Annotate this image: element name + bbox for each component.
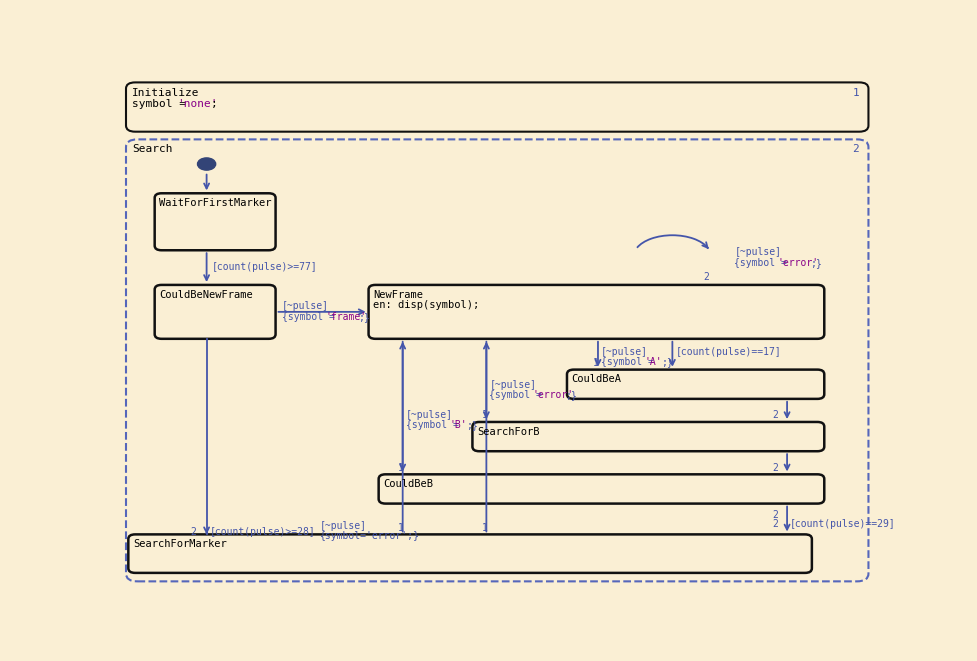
Circle shape xyxy=(197,158,216,170)
Text: WaitForFirstMarker: WaitForFirstMarker xyxy=(159,198,272,208)
Text: CouldBeNewFrame: CouldBeNewFrame xyxy=(159,290,253,299)
FancyBboxPatch shape xyxy=(154,193,276,251)
Text: [~pulse]: [~pulse] xyxy=(319,520,366,531)
Text: ;}: ;} xyxy=(566,389,577,400)
Text: {symbol =: {symbol = xyxy=(601,358,659,368)
Text: 1: 1 xyxy=(482,410,488,420)
Text: Initialize: Initialize xyxy=(132,88,199,98)
Text: ;}: ;} xyxy=(661,358,673,368)
Text: [~pulse]: [~pulse] xyxy=(735,247,782,257)
Text: 1: 1 xyxy=(482,523,488,533)
Text: 1: 1 xyxy=(852,88,859,98)
Text: 'A': 'A' xyxy=(645,358,662,368)
FancyBboxPatch shape xyxy=(379,475,825,504)
Text: [count(pulse)>=28]: [count(pulse)>=28] xyxy=(210,527,316,537)
Text: 2: 2 xyxy=(772,463,778,473)
Text: 2: 2 xyxy=(852,144,859,154)
Text: NewFrame: NewFrame xyxy=(373,290,423,299)
Text: CouldBeA: CouldBeA xyxy=(572,374,621,384)
Text: {symbol =: {symbol = xyxy=(405,420,464,430)
FancyBboxPatch shape xyxy=(473,422,825,451)
Text: [~pulse]: [~pulse] xyxy=(281,301,329,311)
Text: [count(pulse)==17]: [count(pulse)==17] xyxy=(675,347,782,358)
Text: [count(pulse)>=77]: [count(pulse)>=77] xyxy=(211,262,317,272)
Text: Search: Search xyxy=(132,144,173,154)
Text: {symbol =: {symbol = xyxy=(281,312,341,322)
FancyBboxPatch shape xyxy=(128,534,812,573)
Text: 1: 1 xyxy=(398,523,404,533)
Text: ;}: ;} xyxy=(466,420,478,430)
Text: 'frame': 'frame' xyxy=(325,312,366,322)
Text: 1: 1 xyxy=(593,358,599,368)
Text: 1: 1 xyxy=(398,463,404,473)
Text: [~pulse]: [~pulse] xyxy=(489,379,536,389)
Text: 2: 2 xyxy=(772,510,778,520)
Text: ;}: ;} xyxy=(358,312,369,322)
FancyBboxPatch shape xyxy=(567,369,825,399)
Text: SearchForB: SearchForB xyxy=(477,426,539,436)
Text: 'B': 'B' xyxy=(449,420,467,430)
FancyBboxPatch shape xyxy=(126,83,869,132)
Text: 'error': 'error' xyxy=(778,258,819,268)
FancyBboxPatch shape xyxy=(368,285,825,339)
Text: en: disp(symbol);: en: disp(symbol); xyxy=(373,300,480,310)
Text: SearchForMarker: SearchForMarker xyxy=(133,539,227,549)
Text: 2: 2 xyxy=(703,272,709,282)
Text: [count(pulse)==29]: [count(pulse)==29] xyxy=(790,519,896,529)
Text: ;}: ;} xyxy=(810,258,822,268)
FancyBboxPatch shape xyxy=(126,139,869,582)
Text: {symbol='error';}: {symbol='error';} xyxy=(319,531,420,541)
Text: 'none': 'none' xyxy=(177,98,218,108)
Text: CouldBeB: CouldBeB xyxy=(383,479,434,489)
Text: 'error': 'error' xyxy=(532,389,574,400)
Text: ;: ; xyxy=(210,98,217,108)
Text: 2: 2 xyxy=(772,410,778,420)
Text: [~pulse]: [~pulse] xyxy=(601,347,648,358)
Text: [~pulse]: [~pulse] xyxy=(405,410,452,420)
Text: 2: 2 xyxy=(772,519,778,529)
Text: {symbol =: {symbol = xyxy=(489,389,548,400)
Text: {symbol =: {symbol = xyxy=(735,258,793,268)
Text: symbol =: symbol = xyxy=(132,98,192,108)
FancyBboxPatch shape xyxy=(154,285,276,339)
Text: 2: 2 xyxy=(190,527,195,537)
